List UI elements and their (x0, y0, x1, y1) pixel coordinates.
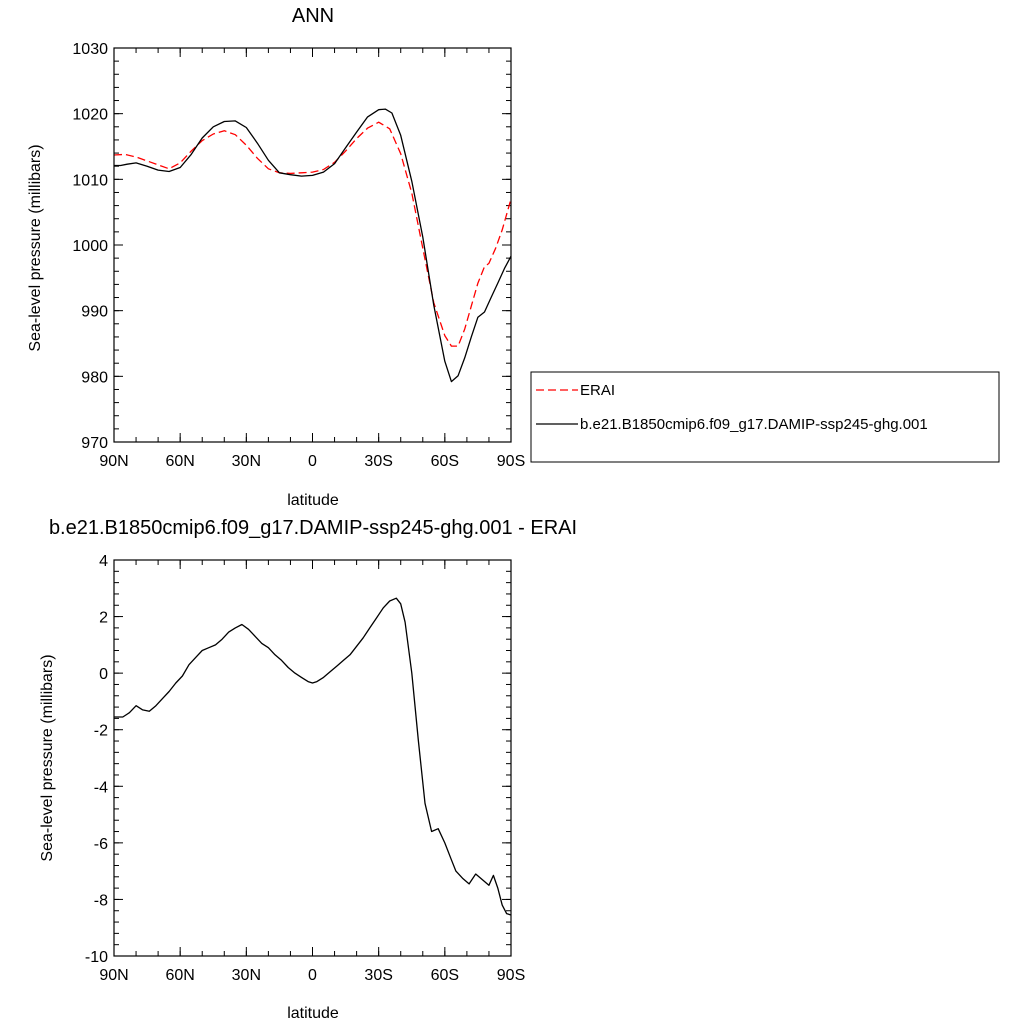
x-tick-label: 60S (431, 453, 459, 470)
y-axis-label-bottom: Sea-level pressure (millibars) (39, 654, 56, 861)
x-tick-label: 60N (165, 453, 194, 470)
x-tick-label: 30S (364, 453, 392, 470)
x-axis-label-top: latitude (287, 492, 339, 509)
x-tick-label: 90N (99, 967, 128, 984)
x-tick-label: 30N (232, 967, 261, 984)
y-tick-label: -10 (85, 949, 108, 966)
chart-title-top: ANN (292, 5, 334, 27)
x-tick-label: 90N (99, 453, 128, 470)
y-tick-label: 0 (99, 666, 108, 683)
y-tick-label: 980 (81, 369, 108, 386)
x-tick-label: 90S (497, 967, 525, 984)
series-line-model (114, 108, 512, 383)
chart-title-bottom: b.e21.B1850cmip6.f09_g17.DAMIP-ssp245-gh… (49, 517, 577, 539)
plot-frame (113, 559, 512, 957)
legend-box (530, 371, 1000, 463)
plot-frame (113, 47, 512, 443)
y-tick-label: 4 (99, 553, 108, 570)
x-tick-label: 30S (364, 967, 392, 984)
y-tick-label: 970 (81, 435, 108, 452)
y-tick-label: -8 (94, 892, 108, 909)
y-tick-label: 990 (81, 304, 108, 321)
y-tick-label: 1020 (72, 107, 108, 124)
y-tick-label: 2 (99, 610, 108, 627)
y-tick-label: -2 (94, 723, 108, 740)
y-tick-label: 1010 (72, 172, 108, 189)
y-tick-label: 1030 (72, 41, 108, 58)
legend-label-model: b.e21.B1850cmip6.f09_g17.DAMIP-ssp245-gh… (580, 416, 928, 433)
chart-top: ANN 90N 60N 30N 0 30S 60S 90S 970 980 990 1000 1010… (27, 5, 525, 509)
y-tick-label: 1000 (72, 238, 108, 255)
chart-bottom: b.e21.B1850cmip6.f09_g17.DAMIP-ssp245-gh… (39, 517, 577, 1022)
series-line-erai (113, 121, 512, 347)
y-tick-label: -4 (94, 779, 108, 796)
x-tick-label: 30N (232, 453, 261, 470)
x-tick-label: 60S (431, 967, 459, 984)
series-line-difference (114, 597, 512, 916)
plot-area-bottom: 90N 60N 30N 0 30S 60S 90S -10 -8 -6 -4 -2 0 2 4 (85, 553, 525, 984)
x-axis-label-bottom: latitude (287, 1005, 339, 1022)
y-axis-label-top: Sea-level pressure (millibars) (27, 144, 44, 351)
y-tick-label: -6 (94, 836, 108, 853)
plot-area-top: 90N 60N 30N 0 30S 60S 90S 970 980 990 1000 1010 1020… (72, 41, 525, 470)
legend: ERAI b.e21.B1850cmip6.f09_g17.DAMIP-ssp2… (530, 371, 1000, 463)
x-tick-label: 0 (308, 453, 317, 470)
x-tick-label: 60N (165, 967, 194, 984)
x-tick-label: 90S (497, 453, 525, 470)
legend-label-erai: ERAI (580, 382, 615, 399)
x-tick-label: 0 (308, 967, 317, 984)
